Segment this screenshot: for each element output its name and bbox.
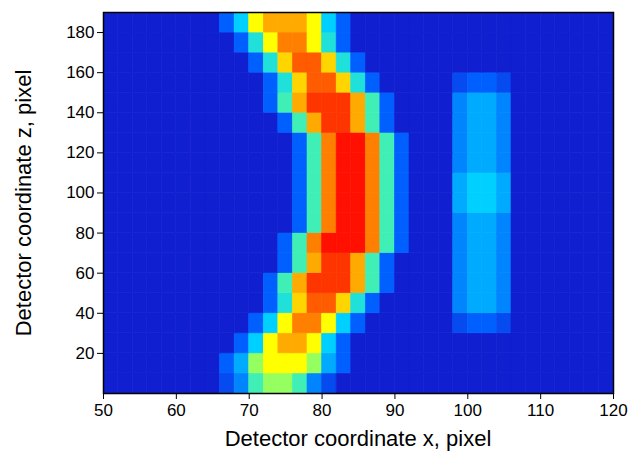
- html-text:Detector coordinate z, pixel: Detector coordinate z, pixel: [11, 69, 36, 336]
- svg-text:40: 40: [76, 304, 95, 323]
- svg-text:60: 60: [167, 401, 186, 420]
- svg-text:100: 100: [454, 401, 482, 420]
- html-text:Detector coordinate x, pixel: Detector coordinate x, pixel: [224, 426, 492, 451]
- svg-text:20: 20: [76, 344, 95, 363]
- svg-text:100: 100: [66, 183, 94, 202]
- svg-text:80: 80: [313, 401, 332, 420]
- svg-text:120: 120: [66, 143, 94, 162]
- svg-text:140: 140: [66, 103, 94, 122]
- svg-text:180: 180: [66, 23, 94, 42]
- svg-text:70: 70: [240, 401, 259, 420]
- svg-text:50: 50: [94, 401, 113, 420]
- svg-text:160: 160: [66, 63, 94, 82]
- svg-text:80: 80: [76, 224, 95, 243]
- svg-text:60: 60: [76, 264, 95, 283]
- svg-text:110: 110: [527, 401, 554, 420]
- svg-text:120: 120: [599, 401, 627, 420]
- svg-text:90: 90: [385, 401, 404, 420]
